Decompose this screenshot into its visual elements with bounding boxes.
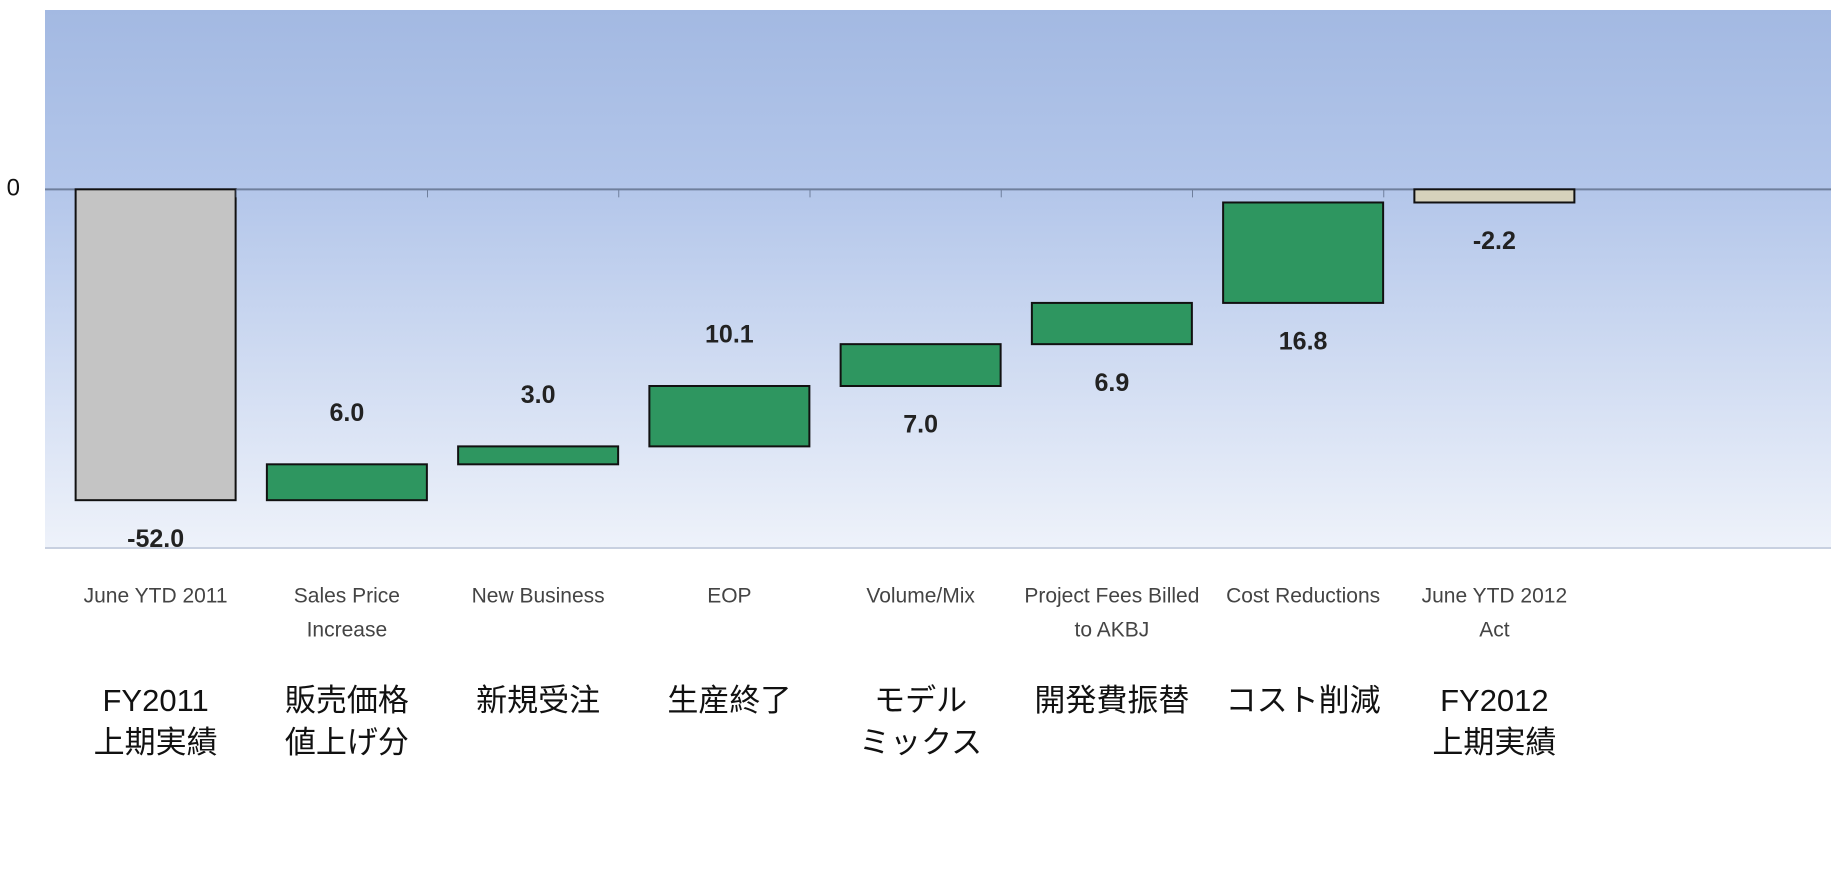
x-tick-label-ja: 新規受注 — [476, 683, 600, 718]
value-label: 10.1 — [705, 321, 754, 349]
x-tick-label: Cost Reductions — [1226, 585, 1380, 608]
x-tick-label: EOP — [707, 585, 751, 608]
bar — [74, 188, 237, 502]
value-label: 16.8 — [1279, 328, 1328, 356]
bar — [1222, 201, 1385, 304]
value-label: 6.9 — [1094, 369, 1129, 397]
bar — [265, 463, 428, 502]
x-tick-label-ja: ミックス — [859, 725, 982, 760]
bar — [457, 445, 620, 466]
value-label: -52.0 — [127, 525, 184, 553]
y-tick-label: 0 — [7, 175, 20, 202]
x-tick-label: Act — [1479, 619, 1510, 642]
x-tick-label-ja: コスト削減 — [1226, 683, 1381, 718]
x-tick-label: New Business — [472, 585, 605, 608]
x-tick-label: Sales Price — [294, 585, 400, 608]
x-tick-label-ja: 開発費振替 — [1034, 683, 1189, 718]
x-tick-label-ja: 生産終了 — [667, 683, 791, 718]
x-tick-label-ja: 上期実績 — [1432, 725, 1556, 760]
plot-area — [45, 10, 1831, 548]
x-tick-label: Increase — [307, 619, 388, 642]
x-tick-label-ja: 上期実績 — [94, 725, 218, 760]
x-tick-label: June YTD 2012 — [1422, 585, 1568, 608]
bar — [1030, 301, 1193, 346]
x-tick-label-ja: モデル — [874, 683, 967, 718]
bar — [839, 343, 1002, 388]
value-label: 3.0 — [521, 381, 556, 409]
x-tick-label-ja: 値上げ分 — [285, 725, 409, 760]
x-tick-label-ja: FY2011 — [102, 683, 208, 718]
value-label: 7.0 — [903, 411, 938, 439]
value-label: -2.2 — [1473, 227, 1516, 255]
bar — [1413, 188, 1576, 204]
bar — [648, 385, 811, 448]
x-tick-label: June YTD 2011 — [84, 585, 228, 608]
x-tick-label-ja: FY2012 — [1440, 683, 1549, 718]
value-label: 6.0 — [329, 399, 364, 427]
x-tick-label: Volume/Mix — [866, 585, 975, 608]
x-tick-label: to AKBJ — [1075, 619, 1150, 642]
x-tick-label-ja: 販売価格 — [285, 683, 409, 718]
x-tick-label: Project Fees Billed — [1024, 585, 1199, 608]
